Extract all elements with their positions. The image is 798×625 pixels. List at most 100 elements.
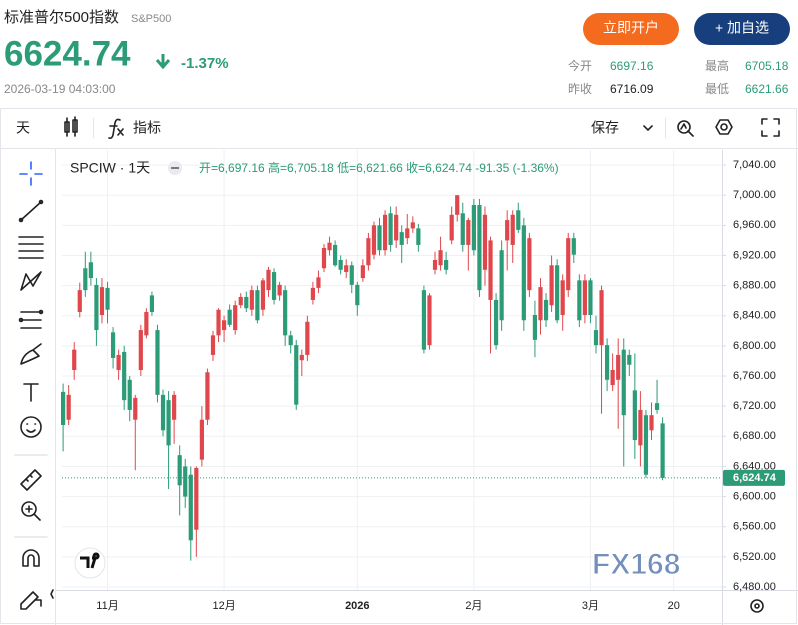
y-tick-label: 6,960.00 — [733, 219, 776, 231]
add-watch-label[interactable]: + 加自选 — [715, 20, 769, 36]
candle-body — [116, 354, 121, 370]
y-tick-label: 6,600.00 — [733, 490, 776, 502]
candle-body — [399, 232, 404, 245]
stat-label: 最低 — [705, 82, 729, 96]
candle-body — [160, 394, 166, 431]
candle-body — [654, 403, 660, 410]
y-tick-label: 6,520.00 — [733, 551, 776, 563]
candle-body — [149, 295, 155, 312]
candle-body — [338, 260, 343, 270]
candle-body — [405, 228, 410, 239]
last-price-tag — [723, 469, 785, 486]
y-tick-label: 6,800.00 — [733, 340, 776, 352]
candle-body — [532, 315, 538, 340]
candle-body — [610, 370, 615, 386]
candle-body — [138, 330, 143, 370]
add-watch-button[interactable] — [694, 13, 790, 45]
tv-logo[interactable] — [74, 547, 106, 579]
candle-body — [61, 391, 66, 425]
candle-body — [227, 309, 232, 325]
tv-logo-mark[interactable] — [80, 552, 100, 569]
candle-body — [305, 321, 310, 355]
y-tick-label: 6,920.00 — [733, 249, 776, 261]
settings-button[interactable] — [715, 119, 733, 135]
open-account-label[interactable]: 立即开户 — [603, 20, 659, 36]
candle-body — [105, 287, 110, 310]
candle-body — [621, 349, 626, 416]
candle-body — [266, 269, 271, 291]
candle-body — [210, 335, 216, 355]
save-button[interactable]: 保存 — [591, 120, 619, 136]
open-account-button[interactable] — [583, 13, 679, 45]
axis-settings-button[interactable] — [750, 599, 764, 613]
candle-body — [488, 240, 493, 300]
price-change: -1.37% — [181, 55, 229, 72]
candle-body — [438, 250, 443, 266]
candle-body — [499, 250, 504, 321]
candle-body — [582, 280, 587, 315]
y-tick-label: 6,480.00 — [733, 581, 776, 593]
y-tick-label: 6,680.00 — [733, 430, 776, 442]
y-tick-label: 6,560.00 — [733, 521, 776, 533]
candle-body — [549, 265, 554, 306]
candle-body — [588, 280, 593, 315]
chart-style-button[interactable] — [64, 116, 78, 137]
candle-body — [166, 400, 171, 446]
candle-body — [133, 397, 138, 420]
candle-body — [94, 284, 99, 331]
collapse-arrow[interactable] — [50, 589, 54, 599]
candle-body — [221, 320, 227, 331]
stat-value: 6716.09 — [610, 82, 654, 96]
candle-body — [460, 213, 465, 245]
candle-body — [344, 265, 349, 273]
candle-body — [643, 415, 649, 475]
candle-body — [294, 345, 299, 405]
candle-body — [505, 220, 510, 241]
timestamp: 2026-03-19 04:03:00 — [4, 82, 116, 96]
candle-body — [471, 205, 476, 251]
drawing-tools[interactable] — [14, 161, 48, 610]
candle-body — [188, 474, 193, 541]
interval-button[interactable]: 天 — [16, 120, 30, 136]
candle-body — [155, 330, 160, 395]
candle-body — [66, 394, 71, 420]
candle-body — [604, 345, 610, 380]
candle-body — [477, 205, 482, 291]
candle-body — [127, 379, 132, 410]
last-price: 6624.74 — [4, 34, 131, 73]
indicator-icon[interactable] — [108, 118, 124, 139]
x-tick-label: 12月 — [212, 600, 235, 612]
candle-body — [333, 244, 338, 266]
x-tick-label: 11月 — [96, 600, 118, 612]
candle-body — [593, 330, 599, 346]
candle-body — [355, 284, 360, 306]
candle-body — [449, 214, 454, 241]
axis-settings-icon[interactable] — [754, 603, 760, 609]
candle-body — [421, 290, 427, 350]
y-tick-label: 7,040.00 — [733, 159, 776, 171]
candle-body — [555, 265, 560, 321]
candle-body — [327, 242, 332, 251]
x-tick-label: 2026 — [345, 600, 369, 612]
candle-body — [649, 415, 654, 431]
stat-label: 今开 — [568, 58, 592, 73]
candle-body — [366, 238, 371, 266]
quick-search-button[interactable] — [677, 120, 694, 137]
candle-body — [377, 225, 382, 251]
candle-body — [177, 455, 182, 486]
candle-body — [233, 305, 238, 331]
indicators-button[interactable]: 指标 — [133, 120, 161, 136]
candle-body — [577, 280, 582, 321]
candle-body — [627, 354, 632, 365]
candle-body — [493, 299, 499, 346]
candle-body — [560, 280, 565, 315]
save-menu-chevron[interactable] — [643, 125, 653, 131]
y-tick-label: 6,840.00 — [733, 310, 776, 322]
candle-body — [72, 349, 77, 370]
fullscreen-button[interactable] — [761, 118, 780, 137]
candle-body — [321, 247, 327, 269]
x-tick-label: 3月 — [582, 600, 599, 612]
